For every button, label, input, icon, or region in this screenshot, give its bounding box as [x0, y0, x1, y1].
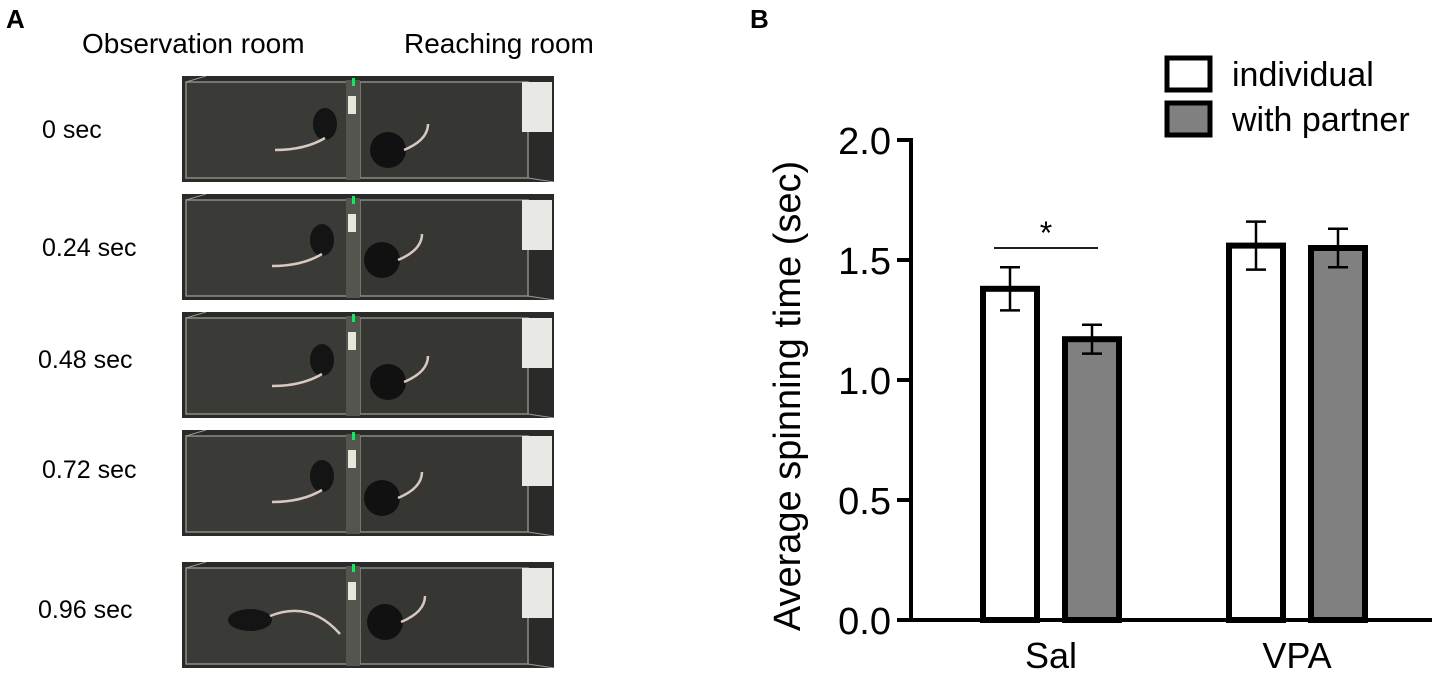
mouse-observer: [310, 224, 334, 256]
mouse-tail: [403, 123, 430, 152]
legend-label: with partner: [1231, 101, 1410, 139]
x-tick-label: VPA: [1262, 635, 1331, 670]
video-frame: [182, 194, 554, 300]
mouse-observer: [310, 344, 334, 376]
bar-chart: 0.0 0.5 1.0 1.5 2.0 Average spinning time (se…: [767, 55, 1432, 670]
x-tick-label: Sal: [1025, 635, 1077, 670]
frame-photo: [182, 76, 554, 182]
y-axis-label: Average spinning time (sec): [767, 161, 809, 631]
y-tick-label: 1.5: [838, 241, 891, 283]
frame-time-label: 0.72 sec: [42, 456, 137, 484]
legend-swatch: [1164, 55, 1213, 93]
frame-time-label: 0.48 sec: [38, 346, 133, 374]
y-tick-label: 0.5: [838, 481, 891, 523]
frame-photo: [182, 194, 554, 300]
mouse-tail: [274, 136, 326, 152]
video-frame: [182, 76, 554, 182]
frame-photo: [182, 430, 554, 536]
mouse-tail: [271, 372, 323, 388]
legend-swatch: [1164, 100, 1213, 138]
mouse-tail: [271, 252, 323, 268]
mouse-tail: [400, 595, 427, 624]
mouse-tail: [397, 233, 424, 262]
frame-time-label: 0 sec: [42, 116, 102, 144]
bar: [980, 285, 1040, 624]
observation-room-label: Observation room: [82, 28, 305, 59]
video-frame: [182, 430, 554, 536]
legend-label: individual: [1232, 56, 1374, 94]
mouse-observer: [310, 460, 334, 492]
mouse-tail: [269, 609, 341, 635]
mouse-reacher: [364, 480, 400, 516]
bar: [1308, 245, 1368, 623]
bar: [1062, 336, 1122, 623]
frame-time-label: 0.24 sec: [42, 234, 137, 262]
mouse-observer: [228, 609, 272, 631]
significance-star: *: [1040, 215, 1052, 251]
video-frame: [182, 312, 554, 418]
frame-photo: [182, 562, 554, 668]
reaching-room-label: Reaching room: [404, 28, 594, 59]
mouse-tail: [403, 355, 430, 384]
frame-time-label: 0.96 sec: [38, 596, 133, 624]
mouse-observer: [313, 108, 337, 140]
panel-b-letter: B: [750, 4, 769, 34]
video-frame: [182, 562, 554, 668]
mouse-reacher: [370, 132, 406, 168]
mouse-tail: [397, 471, 424, 500]
mouse-reacher: [367, 604, 403, 640]
y-tick-label: 2.0: [838, 121, 891, 163]
mouse-reacher: [364, 242, 400, 278]
mouse-tail: [271, 488, 323, 504]
frame-photo: [182, 312, 554, 418]
mouse-reacher: [370, 364, 406, 400]
y-tick-label: 0.0: [838, 601, 891, 643]
y-tick-label: 1.0: [838, 361, 891, 403]
panel-a-letter: A: [6, 4, 25, 34]
bar: [1226, 242, 1286, 623]
